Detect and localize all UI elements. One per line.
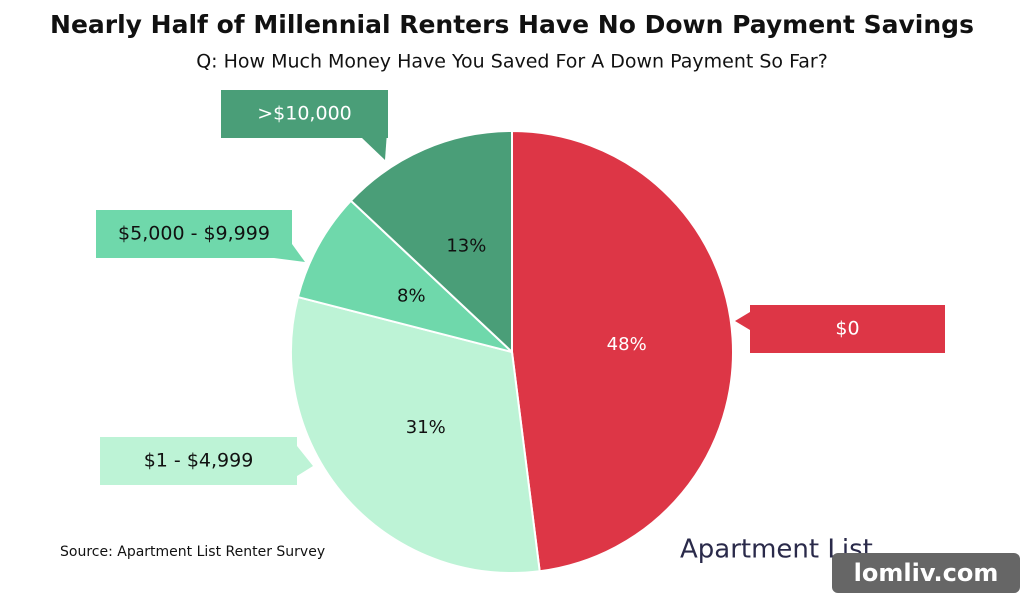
category-label: $5,000 - $9,999	[118, 223, 270, 245]
callout-box	[96, 210, 292, 258]
pie-slice	[349, 129, 513, 355]
callout-box	[750, 305, 945, 353]
pie-slice	[296, 199, 513, 353]
callout-pointer	[297, 446, 313, 476]
value-label: 8%	[397, 286, 426, 307]
pie-slice	[511, 129, 734, 573]
callout-box	[100, 437, 297, 485]
category-label: $1 - $4,999	[144, 450, 254, 472]
value-label: 13%	[446, 236, 486, 257]
category-label: >$10,000	[257, 103, 352, 125]
pie-slice	[290, 295, 541, 574]
value-label: 48%	[607, 334, 647, 355]
chart-title: Nearly Half of Millennial Renters Have N…	[50, 10, 974, 39]
chart-subtitle: Q: How Much Money Have You Saved For A D…	[196, 51, 828, 73]
callout-pointer	[735, 312, 750, 330]
value-label: 31%	[406, 417, 446, 438]
watermark: lomliv.com	[854, 559, 999, 587]
watermark-bg	[832, 553, 1020, 593]
source: Source: Apartment List Renter Survey	[60, 544, 325, 560]
category-label: $0	[835, 318, 859, 340]
callout-box	[221, 90, 388, 138]
